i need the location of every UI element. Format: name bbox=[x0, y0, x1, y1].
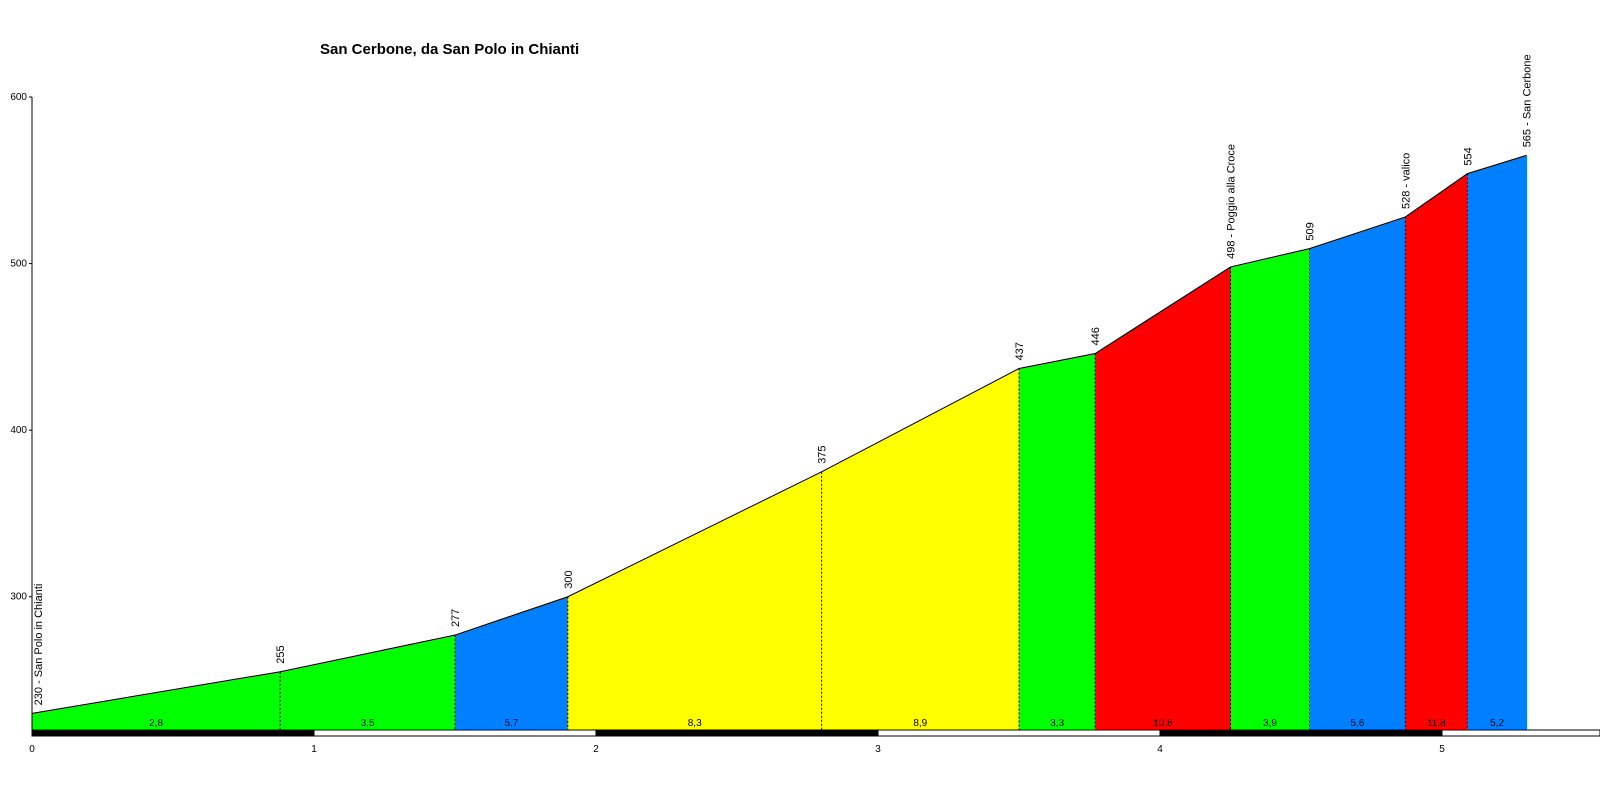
segment-area bbox=[32, 671, 281, 730]
segment-area bbox=[1095, 266, 1231, 730]
profile-outline bbox=[31, 154, 1527, 714]
segment-dividers bbox=[279, 155, 1528, 730]
segment-area bbox=[1019, 353, 1096, 730]
point-label: 446 bbox=[1090, 327, 1102, 345]
y-tick-label: 400 bbox=[10, 425, 27, 436]
x-tick-label: 3 bbox=[875, 744, 881, 755]
gradient-label: 10,8 bbox=[1153, 718, 1173, 729]
km-bar-block bbox=[595, 729, 879, 737]
point-label: 554 bbox=[1462, 147, 1474, 165]
point-label: 375 bbox=[817, 445, 829, 463]
gradient-label: 5,6 bbox=[1350, 718, 1364, 729]
point-labels: 230 - San Polo in Chianti 255 277 300 375 437… bbox=[33, 54, 1534, 705]
x-axis: 0 1 2 3 4 5 bbox=[29, 729, 1600, 755]
y-axis: 600 500 400 300 bbox=[10, 92, 33, 730]
segment-area bbox=[280, 635, 455, 730]
point-label: 230 - San Polo in Chianti bbox=[33, 584, 45, 706]
gradient-labels: 2,8 3,5 5,7 8,3 8,9 3,3 10,8 3,9 5,6 11,8 5,2 bbox=[149, 718, 1504, 729]
segment-areas bbox=[32, 155, 1527, 731]
gradient-label: 8,3 bbox=[688, 718, 702, 729]
segment-area bbox=[1467, 155, 1527, 731]
gradient-label: 5,2 bbox=[1490, 718, 1504, 729]
x-tick-label: 2 bbox=[593, 744, 599, 755]
y-tick-label: 500 bbox=[10, 259, 27, 270]
km-bar-block bbox=[1441, 729, 1600, 737]
point-label: 498 - Poggio alla Croce bbox=[1226, 144, 1238, 259]
y-tick-label: 600 bbox=[10, 92, 27, 103]
y-tick-label: 300 bbox=[10, 592, 27, 603]
gradient-label: 5,7 bbox=[504, 718, 518, 729]
segment-area bbox=[1230, 248, 1310, 730]
km-bar-block bbox=[31, 729, 315, 737]
point-label: 277 bbox=[450, 609, 462, 627]
profile-line bbox=[31, 154, 1527, 714]
segment-area bbox=[1309, 216, 1406, 731]
segment-area bbox=[821, 368, 1019, 730]
point-label: 437 bbox=[1014, 342, 1026, 360]
km-bar-block bbox=[877, 729, 1161, 737]
gradient-label: 3,3 bbox=[1050, 718, 1064, 729]
x-tick-label: 0 bbox=[29, 744, 35, 755]
point-label: 565 - San Cerbone bbox=[1522, 54, 1534, 147]
x-tick-label: 1 bbox=[311, 744, 317, 755]
km-bar-block bbox=[313, 729, 597, 737]
gradient-label: 3,9 bbox=[1263, 718, 1277, 729]
x-tick-label: 4 bbox=[1157, 744, 1163, 755]
gradient-label: 3,5 bbox=[361, 718, 375, 729]
x-tick-label: 5 bbox=[1439, 744, 1445, 755]
point-label: 300 bbox=[563, 570, 575, 588]
point-label: 255 bbox=[275, 645, 287, 663]
chart-title: San Cerbone, da San Polo in Chianti bbox=[320, 41, 579, 58]
gradient-label: 2,8 bbox=[149, 718, 163, 729]
point-label: 509 bbox=[1304, 222, 1316, 240]
gradient-label: 11,8 bbox=[1427, 718, 1446, 729]
point-label: 528 - valico bbox=[1400, 153, 1412, 209]
segment-area bbox=[567, 471, 822, 730]
gradient-label: 8,9 bbox=[913, 718, 927, 729]
segment-area bbox=[1405, 173, 1468, 730]
segment-area bbox=[455, 596, 568, 730]
km-bar-block bbox=[1159, 729, 1443, 737]
